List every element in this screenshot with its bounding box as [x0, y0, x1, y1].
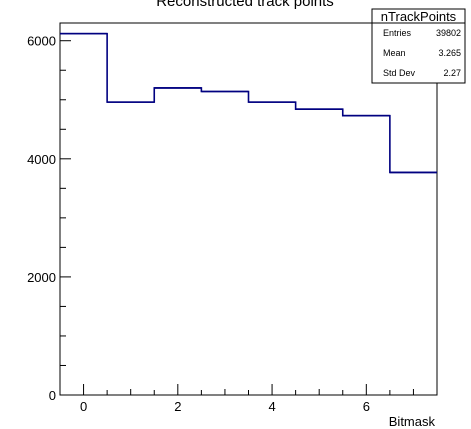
y-tick-label: 4000	[27, 152, 56, 167]
x-tick-label: 0	[80, 399, 87, 414]
stats-box-frame	[371, 8, 466, 84]
stats-row-value: 3.265	[438, 48, 461, 58]
y-tick-label: 0	[49, 388, 56, 403]
stats-row-label: Entries	[383, 28, 412, 38]
x-tick-label: 4	[268, 399, 275, 414]
x-tick-label: 2	[174, 399, 181, 414]
chart-title: Reconstructed track points	[156, 0, 334, 10]
stats-row-value: 2.27	[443, 68, 461, 78]
stats-box-title: nTrackPoints	[381, 9, 457, 24]
stats-row-value: 39802	[436, 28, 461, 38]
y-tick-label: 2000	[27, 270, 56, 285]
stats-row-label: Mean	[383, 48, 406, 58]
x-tick-label: 6	[363, 399, 370, 414]
y-tick-label: 6000	[27, 34, 56, 49]
x-axis-label: Bitmask	[389, 414, 436, 429]
stats-box: nTrackPoints Entries 39802 Mean 3.265 Std Dev…	[371, 8, 466, 84]
stats-row-label: Std Dev	[383, 68, 416, 78]
